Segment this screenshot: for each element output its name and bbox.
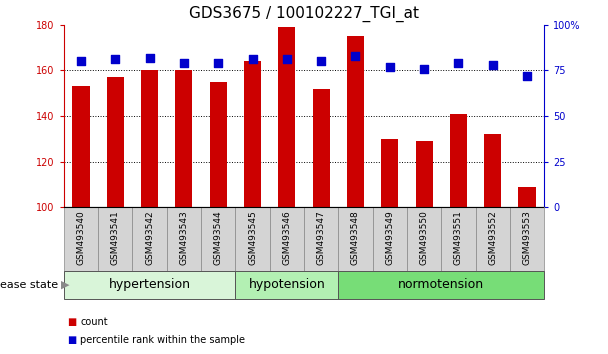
Text: percentile rank within the sample: percentile rank within the sample — [80, 335, 245, 345]
Text: GSM493547: GSM493547 — [317, 210, 326, 265]
Bar — [235, 271, 338, 299]
Point — [385, 64, 395, 69]
Bar — [64, 271, 235, 299]
Bar — [313, 88, 330, 207]
Bar — [64, 207, 98, 271]
Bar — [519, 187, 536, 207]
Text: ▶: ▶ — [61, 280, 69, 290]
Text: GSM493541: GSM493541 — [111, 210, 120, 265]
Point — [488, 62, 497, 68]
Point — [179, 60, 188, 66]
Point — [213, 60, 223, 66]
Bar — [441, 207, 475, 271]
Bar — [415, 141, 433, 207]
Bar — [107, 77, 124, 207]
Text: GSM493553: GSM493553 — [522, 210, 531, 265]
Text: GSM493548: GSM493548 — [351, 210, 360, 265]
Bar — [210, 82, 227, 207]
Bar — [278, 27, 295, 207]
Bar — [167, 207, 201, 271]
Text: normotension: normotension — [398, 279, 485, 291]
Point — [76, 58, 86, 64]
Point — [145, 55, 154, 61]
Bar — [347, 36, 364, 207]
Point — [419, 66, 429, 72]
Bar — [141, 70, 158, 207]
Title: GDS3675 / 100102227_TGI_at: GDS3675 / 100102227_TGI_at — [189, 6, 419, 22]
Bar — [510, 207, 544, 271]
Text: hypertension: hypertension — [109, 279, 191, 291]
Point — [316, 58, 326, 64]
Bar — [201, 207, 235, 271]
Bar — [244, 61, 261, 207]
Text: GSM493546: GSM493546 — [282, 210, 291, 265]
Bar — [373, 207, 407, 271]
Bar — [72, 86, 89, 207]
Text: GSM493543: GSM493543 — [179, 210, 188, 265]
Bar — [270, 207, 304, 271]
Text: GSM493552: GSM493552 — [488, 210, 497, 265]
Text: GSM493549: GSM493549 — [385, 210, 394, 265]
Text: disease state: disease state — [0, 280, 58, 290]
Text: GSM493551: GSM493551 — [454, 210, 463, 265]
Text: count: count — [80, 317, 108, 327]
Bar — [338, 207, 373, 271]
Text: GSM493545: GSM493545 — [248, 210, 257, 265]
Bar — [338, 271, 544, 299]
Bar — [450, 114, 467, 207]
Text: GSM493540: GSM493540 — [77, 210, 86, 265]
Bar — [304, 207, 338, 271]
Point — [111, 57, 120, 62]
Bar — [235, 207, 270, 271]
Point — [351, 53, 361, 59]
Text: GSM493542: GSM493542 — [145, 210, 154, 265]
Bar — [133, 207, 167, 271]
Bar — [381, 139, 398, 207]
Bar — [175, 70, 193, 207]
Text: GSM493550: GSM493550 — [420, 210, 429, 265]
Text: hypotension: hypotension — [249, 279, 325, 291]
Text: ■: ■ — [67, 317, 76, 327]
Text: ■: ■ — [67, 335, 76, 345]
Bar — [475, 207, 510, 271]
Point — [282, 57, 292, 62]
Bar — [407, 207, 441, 271]
Bar — [98, 207, 133, 271]
Bar — [484, 134, 501, 207]
Point — [247, 57, 257, 62]
Text: GSM493544: GSM493544 — [214, 210, 223, 265]
Point — [454, 60, 463, 66]
Point — [522, 73, 532, 79]
